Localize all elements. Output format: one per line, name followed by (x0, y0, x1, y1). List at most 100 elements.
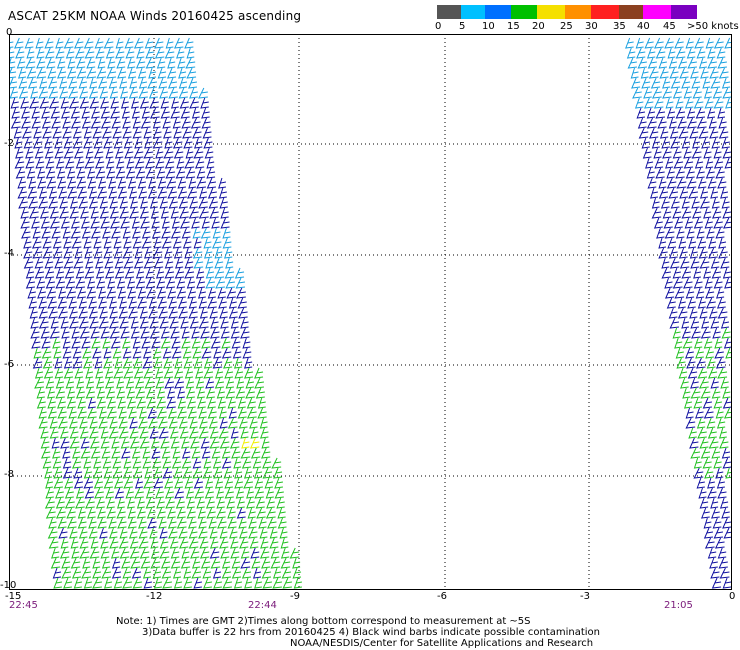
wind-barb (724, 157, 732, 169)
wind-barb (203, 137, 213, 149)
wind-barb (686, 117, 697, 129)
wind-barb (195, 267, 205, 279)
wind-barb (233, 357, 243, 369)
wind-barb (634, 97, 644, 109)
wind-barb (72, 357, 83, 369)
wind-barb (713, 217, 723, 229)
wind-barb (152, 127, 162, 139)
wind-barb (137, 67, 147, 79)
wind-barb (67, 517, 77, 529)
legend-label: >50 knots (687, 21, 739, 32)
wind-barb (125, 167, 136, 179)
wind-barb (672, 87, 682, 99)
wind-barb (179, 207, 189, 219)
wind-barb (702, 77, 711, 89)
wind-barb (102, 457, 112, 469)
wind-barb (159, 87, 168, 99)
wind-barb (133, 367, 144, 379)
wind-barb (681, 197, 690, 209)
wind-barb (722, 267, 731, 279)
wind-barb (636, 107, 646, 119)
wind-barb (130, 557, 141, 569)
wind-barb (188, 537, 199, 549)
wind-barb (223, 357, 233, 369)
wind-barb (79, 417, 88, 429)
wind-barb (173, 147, 184, 159)
wind-barb (98, 317, 109, 329)
wind-barb (160, 97, 169, 109)
wind-barb (127, 307, 138, 319)
wind-barb (158, 517, 167, 529)
wind-barb (20, 217, 30, 229)
wind-barb (153, 237, 162, 249)
wind-barb (669, 257, 680, 269)
wind-barb (191, 567, 202, 579)
wind-barb (280, 557, 291, 569)
wind-barb (122, 357, 133, 369)
wind-barb (713, 37, 724, 49)
wind-barb (129, 207, 139, 219)
wind-barb (723, 527, 732, 539)
wind-barb (156, 57, 166, 69)
wind-barb (72, 457, 82, 469)
wind-barb (228, 407, 237, 419)
wind-barb (100, 117, 111, 129)
wind-barb (139, 437, 150, 449)
wind-barb (146, 507, 156, 519)
wind-barb (28, 297, 37, 309)
wind-barb (63, 147, 74, 159)
wind-barb (126, 277, 136, 289)
wind-barb (119, 527, 128, 539)
wind-barb (258, 517, 267, 529)
wind-barb (255, 497, 265, 509)
wind-map[interactable] (9, 34, 732, 590)
wind-barb (203, 367, 214, 379)
wind-barb (17, 67, 27, 79)
wind-barb (144, 37, 154, 49)
wind-barb (672, 267, 681, 279)
wind-barb (99, 307, 108, 319)
wind-barb (685, 347, 694, 359)
wind-barb (248, 527, 258, 539)
wind-barb (35, 157, 45, 169)
wind-barb (144, 377, 155, 389)
wind-barb (706, 227, 715, 239)
wind-barb (156, 407, 167, 419)
lon-tick-label: -9 (290, 591, 300, 602)
wind-barb (92, 577, 102, 589)
wind-barb (101, 557, 111, 569)
wind-barb (133, 257, 144, 269)
wind-barb (157, 187, 167, 199)
wind-barb (200, 227, 211, 239)
wind-barb (136, 507, 146, 519)
wind-barb (61, 327, 70, 339)
wind-barb (156, 387, 165, 399)
wind-barb (25, 277, 36, 289)
wind-barb (698, 57, 707, 69)
wind-barb (141, 337, 151, 349)
wind-barb (713, 397, 723, 409)
wind-barb (674, 337, 683, 349)
wind-barb (199, 537, 209, 549)
wind-barb (74, 37, 84, 49)
wind-barb (214, 477, 224, 489)
wind-barb (699, 437, 709, 449)
wind-barb (722, 397, 732, 409)
wind-barb (209, 327, 220, 339)
wind-barb (660, 197, 670, 209)
lon-tick-label: -12 (146, 591, 163, 602)
wind-barb (260, 427, 269, 439)
wind-barb (211, 237, 222, 249)
wind-barb (92, 347, 102, 359)
wind-barb (183, 357, 193, 369)
wind-barb (151, 447, 161, 459)
wind-barb (76, 377, 85, 389)
wind-barb (109, 417, 118, 429)
wind-barb (72, 347, 82, 359)
wind-barb (107, 277, 116, 289)
wind-barb (644, 37, 654, 49)
wind-barb (155, 377, 165, 389)
wind-barb (164, 47, 175, 59)
wind-barb (174, 267, 185, 279)
wind-barb (109, 317, 119, 329)
